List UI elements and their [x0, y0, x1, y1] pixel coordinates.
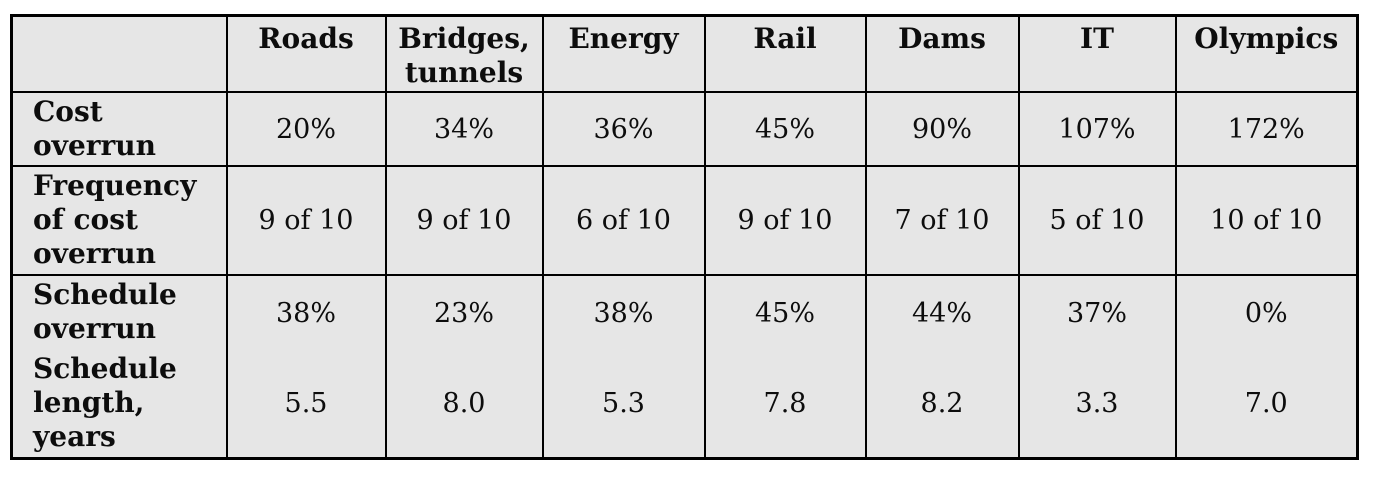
cell-schedule-overrun-olympics: 0% [1174, 274, 1359, 350]
header-row: Roads Bridges, tunnels Energy Rail Dams … [10, 14, 1359, 93]
cell-schedule-length-olympics: 7.0 [1174, 350, 1359, 459]
column-header-dams: Dams [864, 14, 1020, 93]
cell-frequency-it: 5 of 10 [1017, 165, 1177, 276]
cell-schedule-length-bridges: 8.0 [384, 350, 544, 459]
cell-cost-overrun-olympics: 172% [1174, 91, 1359, 167]
row-label-frequency-of-cost-overrun: Frequency of cost overrun [10, 165, 228, 276]
cell-schedule-length-energy: 5.3 [541, 350, 706, 459]
cell-frequency-bridges: 9 of 10 [384, 165, 544, 276]
row-label-schedule-overrun: Schedule overrun [10, 274, 228, 350]
cell-frequency-rail: 9 of 10 [703, 165, 867, 276]
table-row-frequency-of-cost-overrun: Frequency of cost overrun 9 of 10 9 of 1… [10, 165, 1359, 276]
cell-cost-overrun-bridges: 34% [384, 91, 544, 167]
row-label-schedule-length: Schedule length, years [10, 350, 228, 459]
cell-frequency-roads: 9 of 10 [225, 165, 387, 276]
table-row-schedule-length: Schedule length, years 5.5 8.0 5.3 7.8 8… [10, 350, 1359, 459]
cell-schedule-overrun-dams: 44% [864, 274, 1020, 350]
column-header-energy: Energy [541, 14, 706, 93]
project-overrun-table: Roads Bridges, tunnels Energy Rail Dams … [10, 14, 1359, 460]
cell-schedule-overrun-energy: 38% [541, 274, 706, 350]
cell-cost-overrun-energy: 36% [541, 91, 706, 167]
column-header-it: IT [1017, 14, 1177, 93]
cell-schedule-length-dams: 8.2 [864, 350, 1020, 459]
cell-frequency-olympics: 10 of 10 [1174, 165, 1359, 276]
row-label-cost-overrun: Cost overrun [10, 91, 228, 167]
column-header-olympics: Olympics [1174, 14, 1359, 93]
column-header-roads: Roads [225, 14, 387, 93]
corner-cell [10, 14, 228, 93]
cell-schedule-length-roads: 5.5 [225, 350, 387, 459]
cell-schedule-overrun-bridges: 23% [384, 274, 544, 350]
cell-cost-overrun-dams: 90% [864, 91, 1020, 167]
column-header-bridges-tunnels: Bridges, tunnels [384, 14, 544, 93]
cell-schedule-length-rail: 7.8 [703, 350, 867, 459]
cell-schedule-overrun-rail: 45% [703, 274, 867, 350]
cell-schedule-overrun-roads: 38% [225, 274, 387, 350]
overrun-table-container: Roads Bridges, tunnels Energy Rail Dams … [10, 14, 1359, 460]
cell-schedule-overrun-it: 37% [1017, 274, 1177, 350]
table-row-cost-overrun: Cost overrun 20% 34% 36% 45% 90% 107% 17… [10, 91, 1359, 167]
cell-schedule-length-it: 3.3 [1017, 350, 1177, 459]
cell-frequency-energy: 6 of 10 [541, 165, 706, 276]
cell-cost-overrun-roads: 20% [225, 91, 387, 167]
column-header-rail: Rail [703, 14, 867, 93]
table-row-schedule-overrun: Schedule overrun 38% 23% 38% 45% 44% 37%… [10, 274, 1359, 350]
cell-cost-overrun-rail: 45% [703, 91, 867, 167]
cell-cost-overrun-it: 107% [1017, 91, 1177, 167]
cell-frequency-dams: 7 of 10 [864, 165, 1020, 276]
